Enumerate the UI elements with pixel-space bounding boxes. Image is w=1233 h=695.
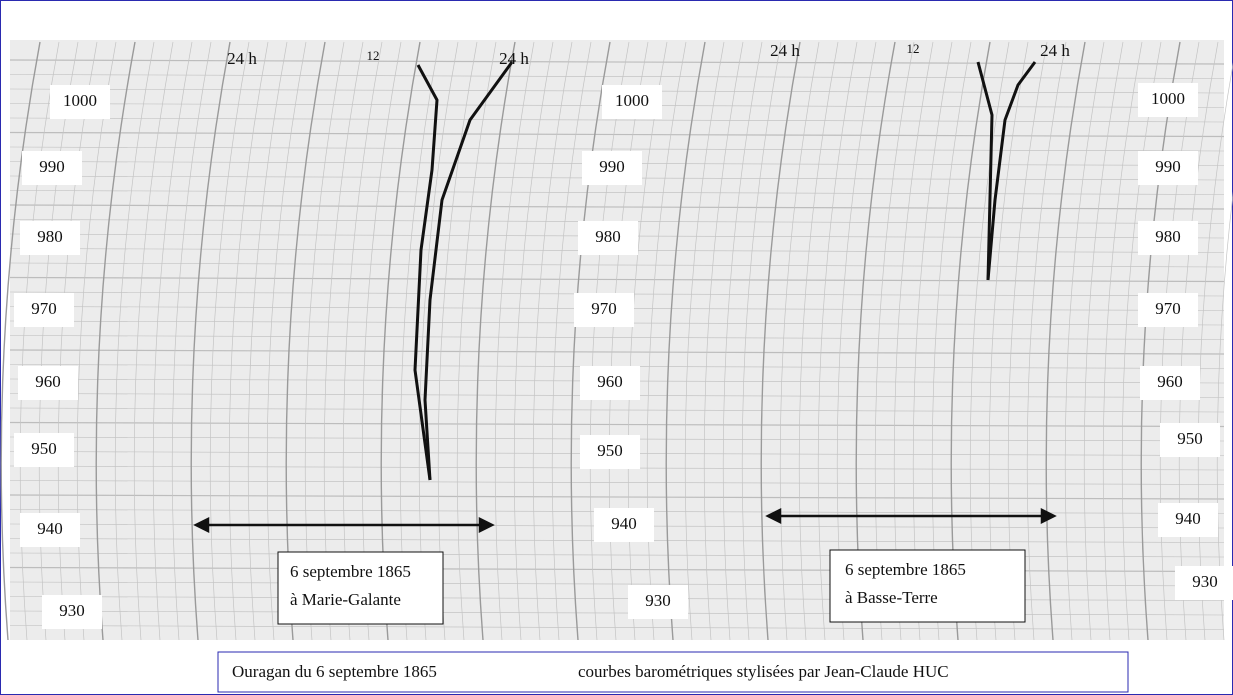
- pressure-label: 950: [1177, 429, 1203, 448]
- box-place: à Basse-Terre: [845, 588, 938, 607]
- pressure-label: 1000: [63, 91, 97, 110]
- pressure-label: 990: [1155, 157, 1181, 176]
- hour-label: 24 h: [770, 41, 800, 60]
- pressure-label: 970: [31, 299, 57, 318]
- pressure-label: 980: [1155, 227, 1181, 246]
- caption-credit: courbes barométriques stylisées par Jean…: [578, 662, 949, 681]
- pressure-label: 990: [39, 157, 65, 176]
- pressure-label: 930: [59, 601, 85, 620]
- pressure-label: 940: [37, 519, 63, 538]
- hour-label: 12: [907, 41, 920, 56]
- pressure-label: 960: [1157, 372, 1183, 391]
- pressure-label: 980: [37, 227, 63, 246]
- pressure-label: 940: [1175, 509, 1201, 528]
- box-date: 6 septembre 1865: [845, 560, 966, 579]
- box-place: à Marie-Galante: [290, 590, 401, 609]
- chart-paper: [10, 40, 1224, 640]
- pressure-label: 1000: [615, 91, 649, 110]
- hour-label: 12: [367, 48, 380, 63]
- figure: 24 h 12 24 h 24 h 12 24 h 1000 990 980 970 960 950 9…: [0, 0, 1233, 695]
- pressure-label: 970: [1155, 299, 1181, 318]
- box-date: 6 septembre 1865: [290, 562, 411, 581]
- hour-label: 24 h: [227, 49, 257, 68]
- pressure-label: 980: [595, 227, 621, 246]
- pressure-label: 1000: [1151, 89, 1185, 108]
- pressure-label: 930: [1192, 572, 1218, 591]
- pressure-label: 940: [611, 514, 637, 533]
- pressure-label: 960: [597, 372, 623, 391]
- hour-label: 24 h: [499, 49, 529, 68]
- pressure-label: 950: [597, 441, 623, 460]
- pressure-label: 950: [31, 439, 57, 458]
- pressure-label: 990: [599, 157, 625, 176]
- pressure-label: 930: [645, 591, 671, 610]
- caption-title: Ouragan du 6 septembre 1865: [232, 662, 437, 681]
- pressure-label: 960: [35, 372, 61, 391]
- hour-label: 24 h: [1040, 41, 1070, 60]
- pressure-label: 970: [591, 299, 617, 318]
